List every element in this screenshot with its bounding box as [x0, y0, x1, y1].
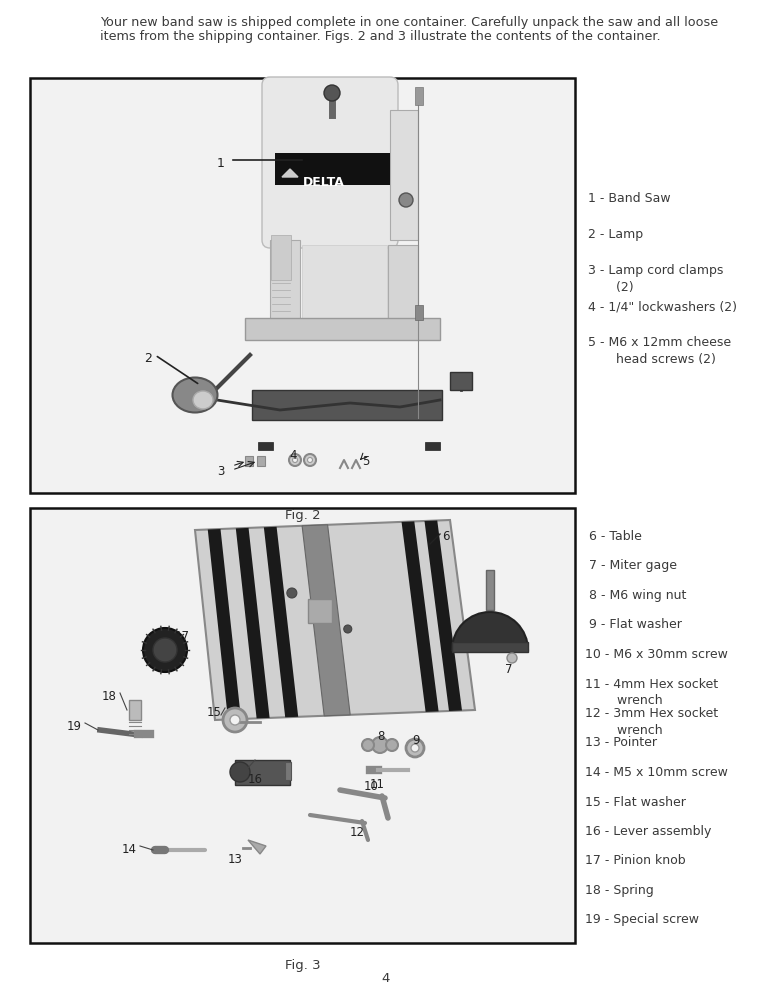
Bar: [452, 642, 528, 652]
Text: 8: 8: [378, 730, 384, 743]
Polygon shape: [282, 169, 298, 177]
Bar: [271, 235, 291, 280]
Text: 9: 9: [412, 734, 420, 747]
Text: 2: 2: [144, 352, 152, 365]
Circle shape: [143, 628, 187, 672]
Circle shape: [372, 737, 388, 753]
Polygon shape: [401, 521, 438, 712]
Text: 4: 4: [382, 972, 390, 985]
Text: 13 - Pointer: 13 - Pointer: [585, 736, 657, 750]
Polygon shape: [264, 527, 298, 717]
Text: Your new band saw is shipped complete in one container. Carefully unpack the saw: Your new band saw is shipped complete in…: [100, 16, 718, 29]
Text: Fig. 2: Fig. 2: [285, 509, 320, 522]
Circle shape: [223, 708, 247, 732]
Circle shape: [344, 625, 352, 633]
Text: 4: 4: [290, 449, 296, 462]
Circle shape: [307, 458, 313, 462]
Circle shape: [287, 588, 297, 598]
Ellipse shape: [193, 391, 213, 409]
Circle shape: [362, 739, 374, 751]
Circle shape: [293, 458, 297, 462]
Bar: [30, 508, 575, 943]
Text: 17 - Pinion knob: 17 - Pinion knob: [585, 854, 686, 867]
Text: 5: 5: [362, 455, 369, 468]
Bar: [486, 570, 494, 610]
Bar: [308, 599, 332, 623]
Circle shape: [406, 739, 424, 757]
Bar: [245, 318, 440, 340]
Bar: [390, 110, 418, 240]
Circle shape: [324, 85, 340, 101]
Text: 19: 19: [67, 720, 82, 733]
Polygon shape: [245, 456, 253, 466]
Polygon shape: [302, 525, 350, 716]
Circle shape: [304, 454, 316, 466]
Text: 9 - Flat washer: 9 - Flat washer: [585, 618, 682, 632]
Text: 5 - M6 x 12mm cheese
       head screws (2): 5 - M6 x 12mm cheese head screws (2): [588, 336, 731, 366]
Text: 14 - M5 x 10mm screw: 14 - M5 x 10mm screw: [585, 766, 728, 779]
Text: 6 - Table: 6 - Table: [585, 530, 642, 543]
Text: 2 - Lamp: 2 - Lamp: [588, 228, 643, 241]
Text: 12 - 3mm Hex socket
        wrench: 12 - 3mm Hex socket wrench: [585, 707, 718, 737]
Ellipse shape: [172, 377, 218, 412]
Circle shape: [386, 739, 398, 751]
Polygon shape: [195, 520, 475, 720]
Text: 15 - Flat washer: 15 - Flat washer: [585, 796, 686, 808]
Polygon shape: [248, 840, 266, 854]
Bar: [30, 78, 575, 493]
Bar: [270, 240, 300, 330]
Text: 13: 13: [228, 853, 242, 866]
Text: 4 - 1/4" lockwashers (2): 4 - 1/4" lockwashers (2): [588, 300, 737, 313]
Text: Fig. 3: Fig. 3: [285, 959, 320, 972]
Bar: [302, 245, 387, 325]
Bar: [235, 760, 290, 785]
Polygon shape: [208, 529, 241, 720]
Bar: [450, 372, 472, 390]
Circle shape: [289, 454, 301, 466]
Text: 15: 15: [207, 706, 222, 719]
Text: 16 - Lever assembly: 16 - Lever assembly: [585, 825, 711, 838]
Text: 10: 10: [364, 780, 378, 793]
Bar: [258, 442, 273, 450]
Circle shape: [153, 638, 177, 662]
Text: 3: 3: [218, 465, 225, 478]
Bar: [129, 700, 141, 720]
Text: 16: 16: [248, 773, 263, 786]
Text: 6: 6: [442, 530, 449, 543]
Polygon shape: [257, 456, 265, 466]
Text: 11 - 4mm Hex socket
        wrench: 11 - 4mm Hex socket wrench: [585, 678, 718, 708]
FancyBboxPatch shape: [262, 77, 398, 248]
Text: 7: 7: [505, 663, 513, 676]
Bar: [285, 762, 291, 780]
Bar: [415, 305, 423, 320]
Text: 17: 17: [175, 630, 190, 643]
Text: 18: 18: [102, 690, 117, 703]
Text: items from the shipping container. Figs. 2 and 3 illustrate the contents of the : items from the shipping container. Figs.…: [100, 30, 661, 43]
Text: 3 - Lamp cord clamps
       (2): 3 - Lamp cord clamps (2): [588, 264, 723, 294]
Text: 10 - M6 x 30mm screw: 10 - M6 x 30mm screw: [585, 648, 728, 661]
Circle shape: [411, 744, 419, 752]
Polygon shape: [235, 528, 269, 718]
Bar: [388, 245, 418, 325]
Bar: [275, 153, 390, 185]
Circle shape: [230, 715, 240, 725]
Text: 7 - Miter gage: 7 - Miter gage: [585, 560, 677, 572]
Text: 19 - Special screw: 19 - Special screw: [585, 914, 699, 926]
Wedge shape: [452, 612, 528, 650]
Text: 11: 11: [370, 778, 385, 791]
Text: 18 - Spring: 18 - Spring: [585, 884, 654, 897]
Text: 14: 14: [122, 843, 137, 856]
Text: 1 - Band Saw: 1 - Band Saw: [588, 192, 671, 205]
Circle shape: [230, 762, 250, 782]
Bar: [425, 442, 440, 450]
Circle shape: [507, 653, 517, 663]
Bar: [415, 87, 423, 105]
Polygon shape: [425, 520, 462, 711]
Circle shape: [399, 193, 413, 207]
Bar: [252, 390, 442, 420]
Text: 8 - M6 wing nut: 8 - M6 wing nut: [585, 589, 686, 602]
Text: 12: 12: [350, 826, 365, 839]
Text: 1: 1: [217, 157, 225, 170]
Text: DELTA: DELTA: [303, 176, 345, 189]
